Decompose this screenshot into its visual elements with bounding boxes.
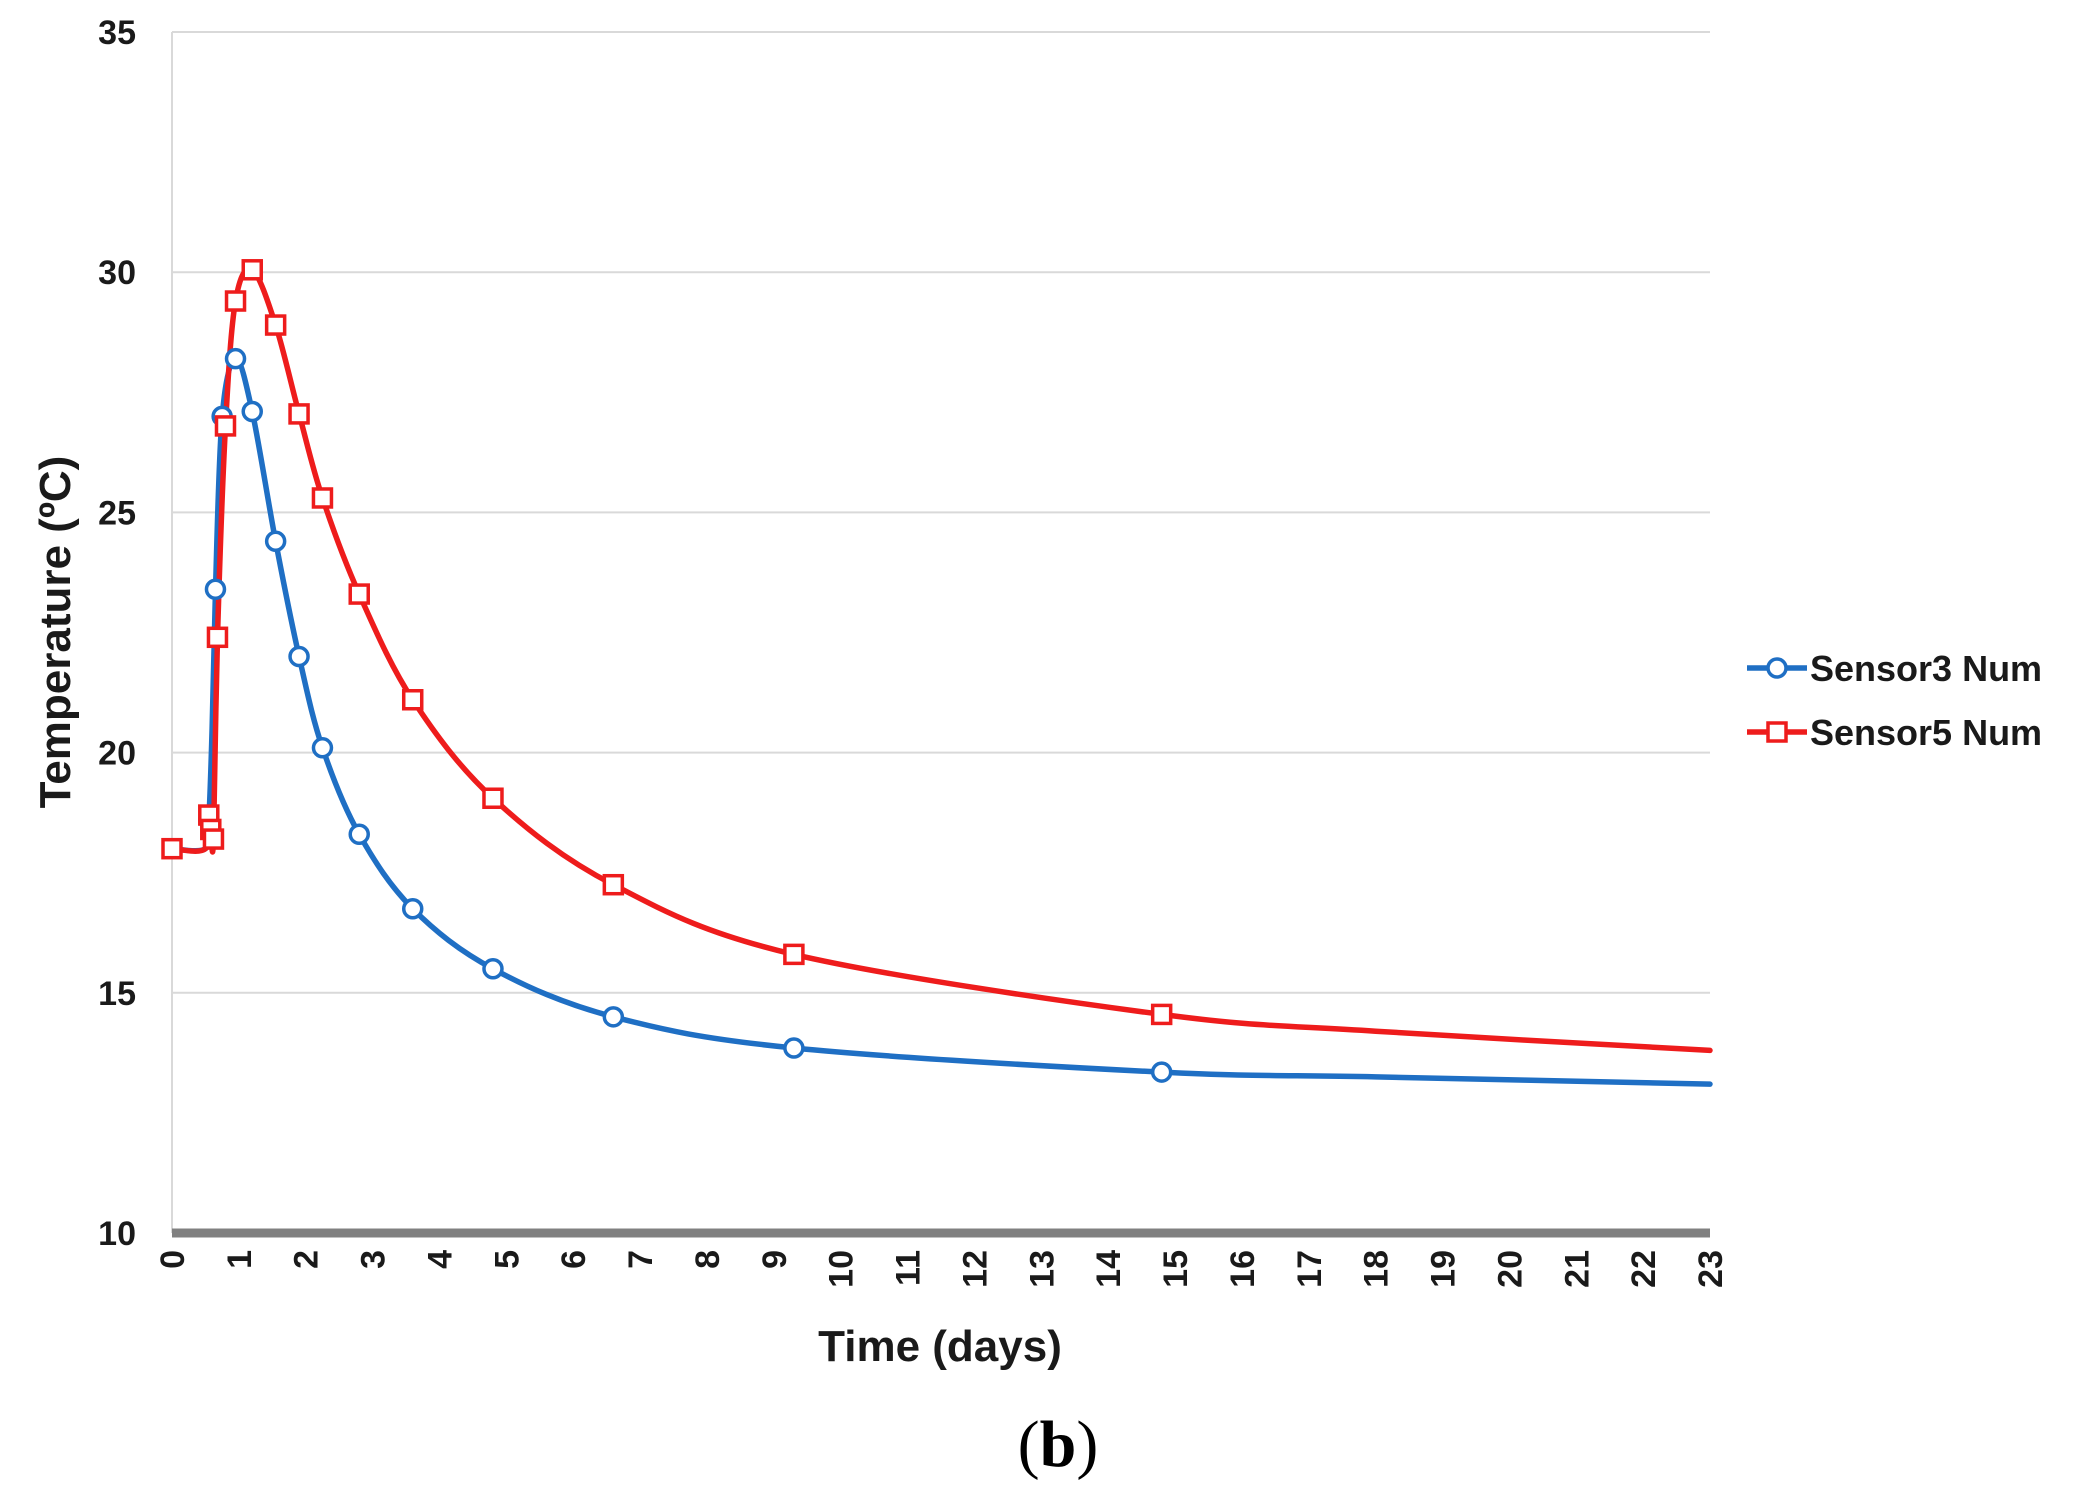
x-tick-label-4: 4 — [421, 1250, 459, 1269]
marker-sensor3-num-6 — [288, 645, 310, 668]
y-axis-title: Temperature (ºC) — [31, 456, 80, 809]
marker-sensor3-num-7 — [311, 737, 334, 759]
y-tick-label-25: 25 — [98, 494, 136, 532]
marker-sensor3-num-8 — [348, 823, 370, 846]
y-tick-label-35: 35 — [98, 14, 136, 52]
x-tick-label-13: 13 — [1023, 1250, 1061, 1288]
marker-sensor3-num-3 — [224, 347, 247, 370]
x-tick-label-14: 14 — [1090, 1250, 1128, 1288]
gridlines — [172, 31, 1710, 994]
x-tick-label-6: 6 — [555, 1250, 593, 1269]
x-axis-title: Time (days) — [818, 1322, 1062, 1371]
legend-label-sensor5-num: Sensor5 Num — [1810, 712, 2042, 753]
marker-sensor5-num-12 — [401, 689, 424, 711]
x-tick-label-9: 9 — [756, 1250, 794, 1269]
marker-sensor5-num-15 — [783, 943, 805, 966]
y-tick-label-15: 15 — [98, 975, 136, 1013]
x-tick-label-22: 22 — [1625, 1250, 1663, 1288]
marker-sensor5-num-16 — [1150, 1003, 1173, 1026]
x-tick-label-1: 1 — [221, 1250, 259, 1269]
marker-sensor5-num-0 — [161, 837, 183, 860]
series-line-sensor3-num — [169, 355, 1713, 1087]
x-tick-label-20: 20 — [1491, 1250, 1529, 1288]
legend: Sensor3 Num Sensor5 Num — [1747, 648, 2042, 753]
marker-sensor3-num-9 — [401, 897, 424, 920]
legend-label-sensor3-num: Sensor3 Num — [1810, 648, 2042, 689]
series-lines — [169, 266, 1713, 1087]
x-tick-label-5: 5 — [488, 1250, 526, 1269]
marker-sensor5-num-4 — [206, 626, 229, 649]
marker-sensor5-num-13 — [482, 787, 504, 809]
marker-sensor3-num-12 — [783, 1037, 805, 1059]
marker-sensor5-num-6 — [224, 290, 247, 312]
marker-sensor3-num-10 — [482, 958, 504, 980]
legend-entry-sensor3-num: Sensor3 Num — [1747, 648, 2042, 689]
marker-sensor3-num-11 — [602, 1006, 625, 1028]
x-tick-label-7: 7 — [622, 1250, 660, 1269]
x-tick-label-17: 17 — [1291, 1250, 1329, 1288]
marker-sensor3-num-1 — [204, 578, 227, 601]
legend-marker-sensor3-num — [1766, 657, 1788, 679]
x-tick-label-10: 10 — [823, 1250, 861, 1288]
x-tick-label-15: 15 — [1157, 1250, 1195, 1288]
legend-marker-sensor5-num — [1766, 721, 1788, 743]
x-tick-label-18: 18 — [1358, 1250, 1396, 1288]
marker-sensor5-num-3 — [202, 828, 225, 850]
marker-sensor3-num-13 — [1150, 1061, 1173, 1083]
x-tick-label-21: 21 — [1558, 1250, 1596, 1288]
x-tick-label-16: 16 — [1224, 1250, 1262, 1288]
marker-sensor5-num-5 — [214, 415, 237, 437]
panel-label-letter: b — [1040, 1408, 1077, 1481]
marker-sensor5-num-10 — [311, 487, 334, 509]
series-markers — [161, 259, 1173, 1083]
x-tick-label-23: 23 — [1692, 1250, 1730, 1288]
x-tick-label-11: 11 — [890, 1250, 928, 1286]
series-line-sensor5-num — [169, 266, 1713, 1054]
panel-label-close: ) — [1076, 1408, 1098, 1481]
marker-sensor5-num-8 — [264, 314, 287, 336]
x-tick-label-2: 2 — [288, 1250, 326, 1269]
y-tick-labels: 10 15 20 25 30 35 — [98, 14, 136, 1253]
x-tick-label-19: 19 — [1425, 1250, 1463, 1288]
x-tick-label-8: 8 — [689, 1250, 727, 1269]
marker-sensor3-num-5 — [264, 530, 287, 552]
legend-entry-sensor5-num: Sensor5 Num — [1747, 712, 2042, 753]
x-tick-label-3: 3 — [355, 1250, 393, 1269]
marker-sensor5-num-9 — [288, 403, 310, 425]
marker-sensor5-num-7 — [241, 259, 263, 281]
marker-sensor5-num-14 — [602, 873, 625, 896]
marker-sensor3-num-4 — [241, 400, 263, 423]
panel-label: (b) — [1018, 1408, 1099, 1481]
y-tick-label-10: 10 — [98, 1215, 136, 1253]
y-tick-label-30: 30 — [98, 254, 136, 292]
x-tick-labels: 0 1 2 3 4 5 6 7 8 9 10 11 12 13 14 15 16 17 18 19 20 21 22 23 — [154, 1250, 1730, 1288]
x-tick-label-0: 0 — [154, 1250, 192, 1269]
x-tick-label-12: 12 — [956, 1250, 994, 1288]
marker-sensor5-num-11 — [348, 583, 370, 605]
panel-label-open: ( — [1018, 1408, 1040, 1481]
axes — [171, 32, 1710, 1238]
y-tick-label-20: 20 — [98, 735, 136, 773]
